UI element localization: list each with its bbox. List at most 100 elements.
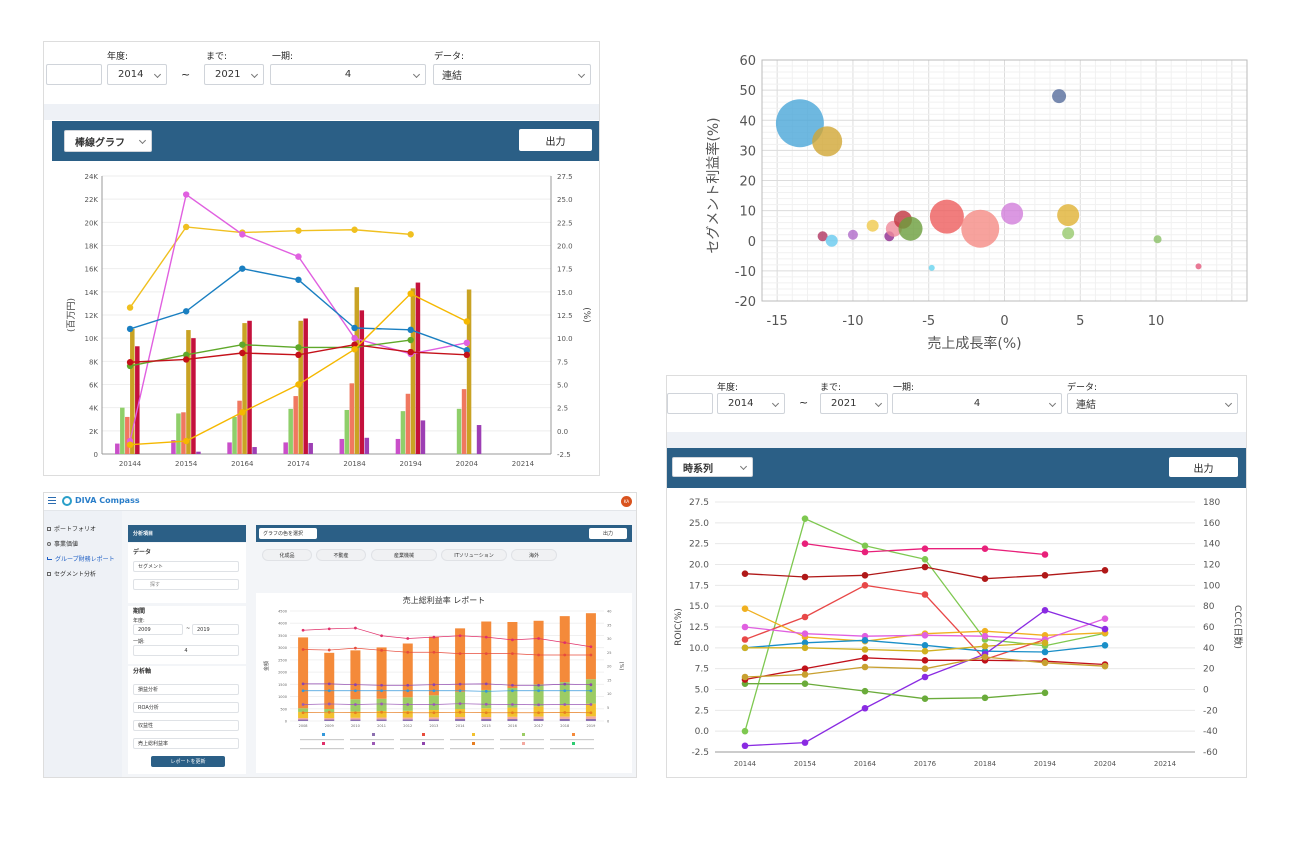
export-button[interactable]: 出力: [1169, 457, 1238, 477]
search-placeholder: 探す: [150, 582, 161, 588]
series-point: [801, 644, 809, 652]
x-tick-label: 2014: [456, 724, 466, 728]
series-point: [537, 683, 540, 687]
bar: [130, 328, 135, 454]
bar: [420, 420, 426, 454]
bar: [227, 442, 232, 454]
y-tick-label: 4000: [278, 622, 287, 626]
segment-tag-5[interactable]: 海外: [511, 549, 557, 561]
stacked-bar: [324, 712, 335, 719]
y2-tick-label: 60: [1203, 623, 1215, 633]
segment-tag-2[interactable]: 不動産: [316, 549, 366, 561]
year-to-select[interactable]: 2019: [192, 624, 239, 635]
period-select[interactable]: 4: [270, 64, 426, 85]
nav-business-value[interactable]: 事業価値: [44, 536, 119, 551]
series-point: [801, 515, 809, 522]
period-label: 一期:: [133, 639, 145, 645]
nav-segment-analysis[interactable]: セグメント分析: [44, 566, 119, 581]
chart-type-select[interactable]: 棒線グラフ: [64, 130, 152, 152]
avatar[interactable]: KA: [621, 496, 632, 507]
period-select[interactable]: 4: [892, 393, 1062, 414]
x-tick-label: 20144: [119, 460, 142, 468]
series-point: [407, 336, 414, 344]
period-value: 4: [344, 69, 352, 80]
series-point: [327, 689, 331, 693]
axis-select-2[interactable]: ROA分析: [133, 702, 239, 713]
x-tick-label: 5: [1076, 314, 1084, 329]
series-point: [563, 711, 567, 714]
y-tick-label: 2.5: [695, 706, 709, 716]
graph-color-select[interactable]: グラフの色を選択: [259, 528, 317, 539]
segment-select-value: セグメント: [138, 564, 164, 570]
series-point: [563, 703, 567, 706]
x-tick-label: 2010: [351, 724, 360, 728]
legend-label-placeholder: [300, 748, 344, 750]
stacked-bar: [298, 637, 309, 709]
series-point: [861, 548, 869, 556]
series-point: [563, 641, 567, 645]
search-input[interactable]: 探す: [133, 579, 239, 590]
start-year-value: 2014: [118, 69, 144, 80]
y-axis-title: 金額: [263, 661, 270, 671]
legend-swatch: [472, 742, 475, 745]
series-point: [239, 265, 246, 272]
axis-select-4[interactable]: 売上総利益率: [133, 738, 239, 749]
stacked-bar: [481, 689, 492, 709]
nav-portfolio[interactable]: ポートフォリオ: [44, 521, 119, 536]
stacked-bar: [481, 719, 492, 721]
series-point: [537, 689, 540, 693]
y-tick-label: 18K: [85, 243, 99, 251]
company-select[interactable]: [667, 393, 713, 414]
stacked-bar: [533, 716, 544, 719]
series-point: [563, 682, 567, 686]
year-to-value: 2019: [197, 626, 210, 633]
legend-label-placeholder: [350, 739, 394, 741]
series-point: [484, 635, 488, 639]
segment-tag-1[interactable]: 化成品: [262, 549, 312, 561]
stacked-bar: [376, 710, 387, 718]
year-from-select[interactable]: 2009: [133, 624, 183, 635]
series-point: [921, 647, 929, 655]
start-year-select[interactable]: 2014: [717, 393, 785, 414]
x-tick-label: 20194: [1034, 760, 1057, 768]
chart-icon: [47, 557, 52, 560]
y-tick-label: 40: [739, 114, 756, 129]
segment-tag-label: 不動産: [333, 552, 349, 559]
export-button[interactable]: 出力: [519, 129, 592, 151]
segment-tag-label: 海外: [528, 552, 539, 559]
update-report-button[interactable]: レポートを更新: [151, 756, 225, 767]
series-point: [861, 542, 869, 550]
chart-toolbar: 時系列 出力: [667, 448, 1246, 488]
series-point: [406, 637, 410, 640]
end-year-select[interactable]: 2021: [204, 64, 264, 85]
nav-group-financial-report[interactable]: グループ財務レポート: [44, 551, 119, 566]
series-point: [801, 573, 809, 581]
bubble: [866, 219, 879, 232]
stacked-bar: [428, 719, 439, 721]
segment-icon: [47, 571, 51, 576]
data-select[interactable]: 連結: [433, 64, 591, 85]
bar: [476, 425, 482, 454]
menu-icon[interactable]: [48, 497, 56, 498]
data-select[interactable]: 連結: [1067, 393, 1238, 414]
chart-type-select[interactable]: 時系列: [672, 457, 753, 477]
segment-tag-3[interactable]: 産業機械: [371, 549, 437, 561]
company-select[interactable]: [46, 64, 102, 85]
y-tick-label: 20K: [85, 219, 99, 227]
axis-select-1[interactable]: 損益分析: [133, 684, 239, 695]
time-series-chart: -2.5 0.0 2.5 5.0 7.5 10.0 12.5 15.0 17.5 20.0 22.5…: [674, 498, 1244, 768]
axis-select-3[interactable]: 収益性: [133, 720, 239, 731]
series-point: [458, 710, 462, 714]
period-select[interactable]: 4: [133, 645, 239, 656]
y2-tick-label: 0: [1203, 686, 1209, 696]
segment-select[interactable]: セグメント: [133, 561, 239, 572]
segment-tag-4[interactable]: ITソリューション: [441, 549, 507, 561]
bar: [135, 346, 140, 454]
axis-select-value: 損益分析: [138, 687, 159, 693]
report-export-button[interactable]: 出力: [589, 528, 627, 539]
start-year-select[interactable]: 2014: [107, 64, 167, 85]
end-year-select[interactable]: 2021: [820, 393, 888, 414]
series-point: [741, 727, 749, 735]
series-point: [354, 626, 357, 630]
y-tick-label: 24K: [85, 173, 99, 181]
